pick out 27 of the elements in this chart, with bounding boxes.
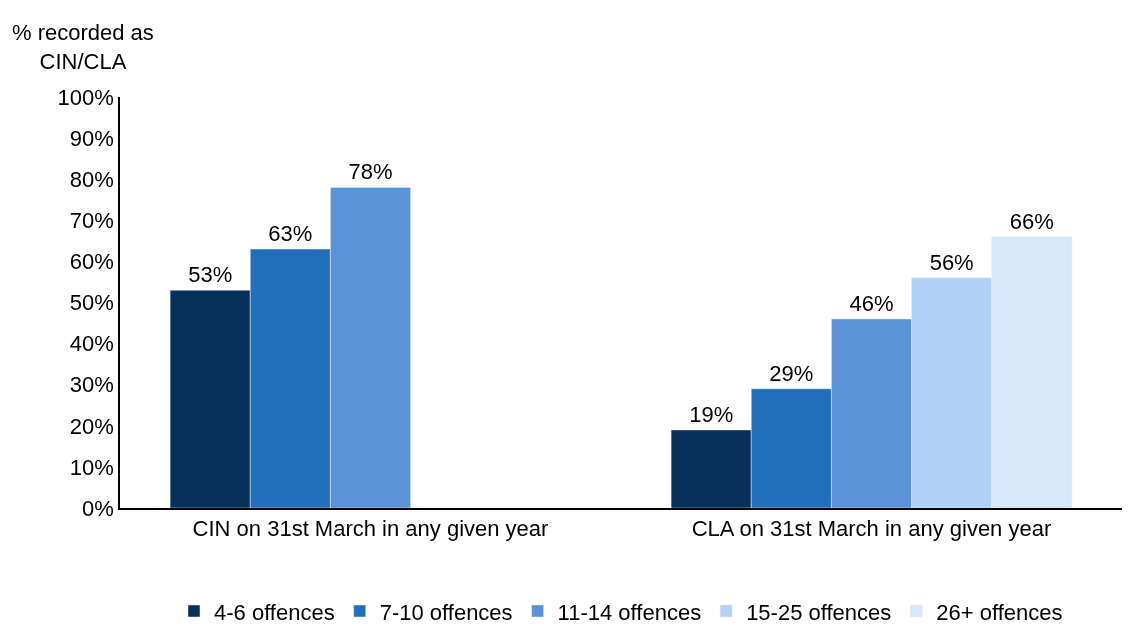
y-tick-label: 80% xyxy=(69,166,114,192)
data-label: 56% xyxy=(929,249,974,275)
data-label: 63% xyxy=(268,221,313,247)
data-label: 53% xyxy=(188,262,233,288)
legend-label: 26+ offences xyxy=(936,599,1063,625)
legend-label: 15-25 offences xyxy=(746,599,892,625)
legend-label: 11-14 offences xyxy=(557,599,702,625)
x-tick-label: CIN on 31st March in any given year xyxy=(192,516,549,542)
y-tick-label: 60% xyxy=(69,249,114,275)
legend-label: 7-10 offences xyxy=(379,599,513,625)
y-tick-label: 70% xyxy=(69,208,114,233)
x-tick-label: CLA on 31st March in any given year xyxy=(691,516,1052,542)
y-tick-label: 50% xyxy=(69,290,114,316)
y-tick-label: 40% xyxy=(69,331,114,357)
y-tick-label: 20% xyxy=(69,413,114,439)
y-tick-label: 10% xyxy=(69,454,114,480)
data-label: 46% xyxy=(849,290,894,316)
y-tick-label: 0% xyxy=(82,495,114,521)
y-tick-label: 100% xyxy=(57,84,114,110)
y-tick-label: 90% xyxy=(69,125,114,151)
data-label: 29% xyxy=(769,360,814,386)
data-label: 19% xyxy=(689,401,734,427)
data-label: 78% xyxy=(348,159,393,185)
y-axis-title: % recorded as CIN/CLA xyxy=(12,20,154,74)
y-tick-label: 30% xyxy=(69,372,114,398)
data-label: 66% xyxy=(1009,208,1054,234)
legend-label: 4-6 offences xyxy=(214,599,335,625)
